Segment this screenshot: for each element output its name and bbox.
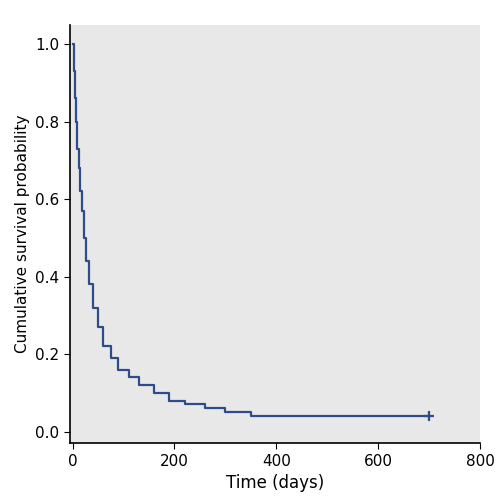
X-axis label: Time (days): Time (days) (226, 474, 324, 492)
Y-axis label: Cumulative survival probability: Cumulative survival probability (15, 115, 30, 353)
